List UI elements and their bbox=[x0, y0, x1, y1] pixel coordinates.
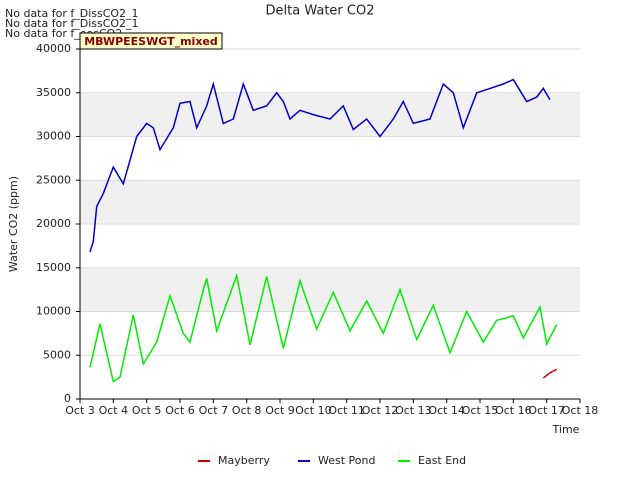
x-tick-label: Oct 14 bbox=[428, 404, 465, 417]
series-line bbox=[89, 272, 558, 383]
no-data-note: No data for f_DissCO2_1 bbox=[5, 7, 139, 20]
series-line bbox=[542, 368, 558, 379]
y-axis-label: Water CO2 (ppm) bbox=[7, 176, 20, 272]
x-tick-label: Oct 15 bbox=[462, 404, 499, 417]
grid-band bbox=[80, 180, 580, 224]
x-tick-label: Oct 17 bbox=[528, 404, 565, 417]
legend-label: West Pond bbox=[318, 454, 375, 467]
no-data-note: No data for f_DissCO2_1 bbox=[5, 17, 139, 30]
x-axis-label: Time bbox=[552, 423, 580, 436]
x-tick-label: Oct 6 bbox=[165, 404, 195, 417]
chart-title: Delta Water CO2 bbox=[266, 4, 375, 19]
y-tick-label: 5000 bbox=[43, 348, 71, 361]
x-tick-label: Oct 11 bbox=[328, 404, 365, 417]
x-tick-label: Oct 16 bbox=[495, 404, 532, 417]
y-tick-label: 25000 bbox=[36, 173, 71, 186]
x-tick-label: Oct 13 bbox=[395, 404, 432, 417]
legend-label: East End bbox=[418, 454, 466, 467]
y-tick-label: 30000 bbox=[36, 130, 71, 143]
x-tick-label: Oct 4 bbox=[99, 404, 129, 417]
legend-label: Mayberry bbox=[218, 454, 270, 467]
tooltip-box bbox=[79, 32, 223, 50]
x-tick-label: Oct 8 bbox=[232, 404, 262, 417]
tooltip: MBWPEESWGT_mixed bbox=[84, 35, 218, 48]
x-tick-label: Oct 12 bbox=[362, 404, 399, 417]
series-line bbox=[89, 78, 551, 253]
y-tick-label: 10000 bbox=[36, 305, 71, 318]
grid-band bbox=[80, 267, 580, 312]
grid-band bbox=[80, 92, 580, 137]
x-tick-label: Oct 9 bbox=[265, 404, 295, 417]
x-tick-label: Oct 3 bbox=[65, 404, 95, 417]
y-tick-label: 15000 bbox=[36, 261, 71, 274]
x-tick-label: Oct 10 bbox=[295, 404, 332, 417]
y-tick-label: 35000 bbox=[36, 86, 71, 99]
x-tick-label: Oct 5 bbox=[132, 404, 162, 417]
y-tick-label: 20000 bbox=[36, 217, 71, 230]
y-tick-label: 0 bbox=[64, 392, 71, 405]
x-tick-label: Oct 7 bbox=[199, 404, 229, 417]
x-tick-label: Oct 18 bbox=[562, 404, 599, 417]
y-tick-label: 40000 bbox=[36, 42, 71, 55]
